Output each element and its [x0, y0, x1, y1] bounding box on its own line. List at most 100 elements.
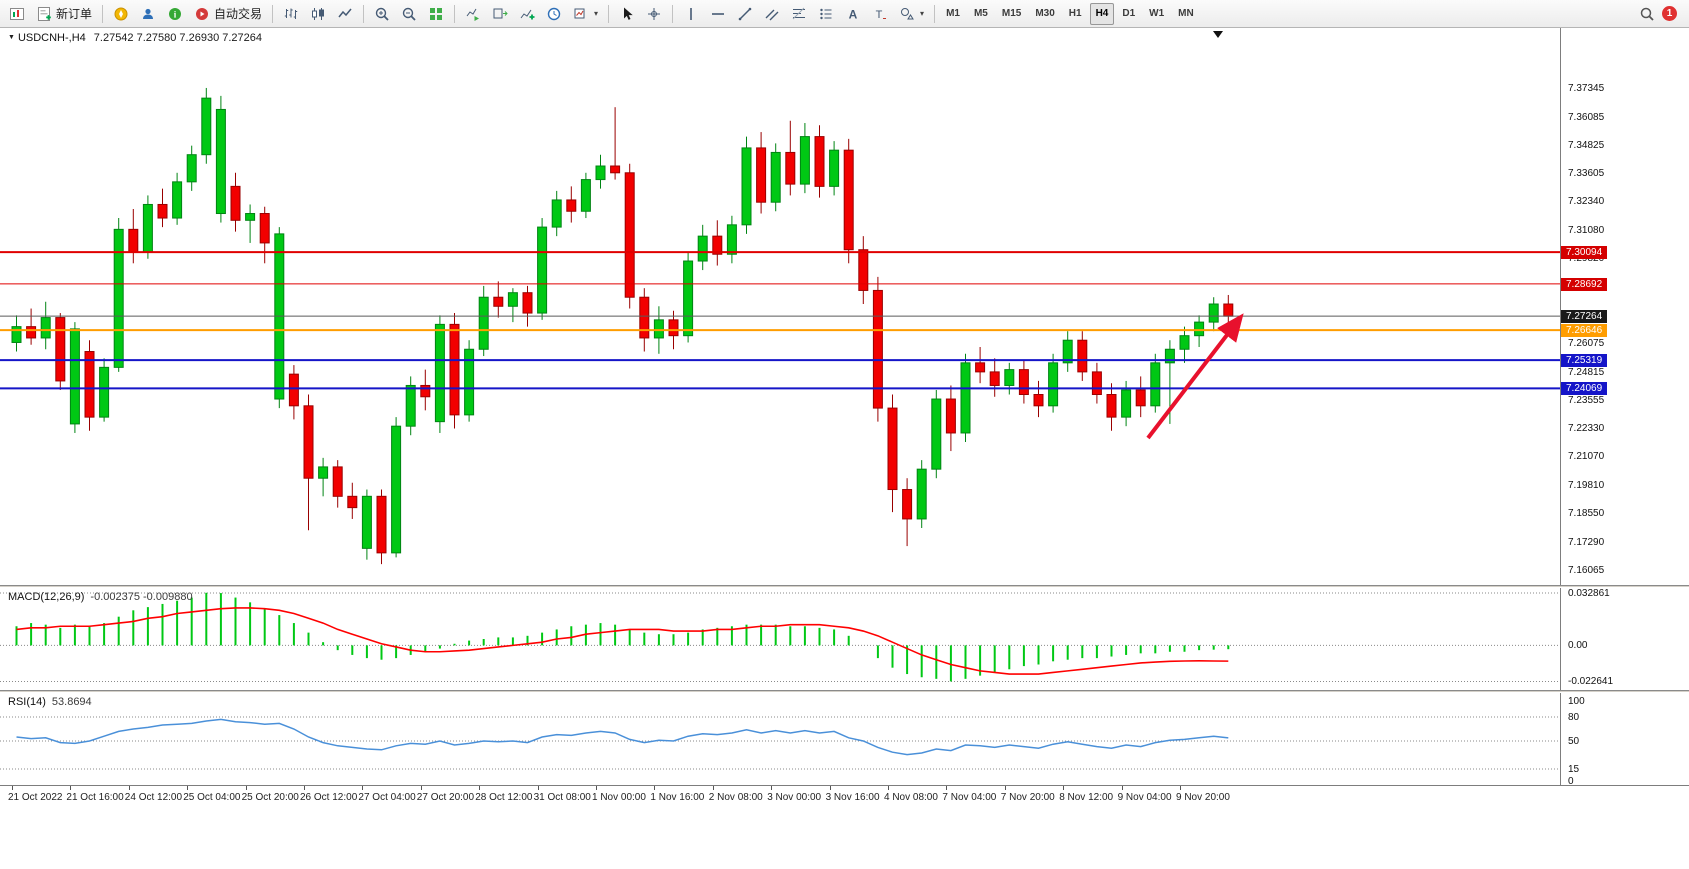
bear-candle: [1106, 394, 1117, 418]
bear-candle: [1033, 394, 1044, 407]
bull-candle: [99, 366, 110, 418]
cursor-tool-button[interactable]: [614, 1, 640, 27]
time-axis-label: 1 Nov 00:00: [592, 792, 646, 803]
price-chart-canvas[interactable]: [0, 28, 1560, 585]
bull-candle: [201, 97, 212, 156]
bull-candle: [434, 323, 445, 423]
zoom-in-icon: [375, 7, 389, 21]
tile-windows-button[interactable]: [423, 1, 449, 27]
search-icon[interactable]: [1639, 6, 1655, 22]
trend-arrow[interactable]: [1146, 313, 1244, 440]
fibonacci-tool-button[interactable]: [786, 1, 812, 27]
guide-icon: [114, 7, 128, 20]
bar-chart-icon: [284, 8, 298, 19]
price-axis-label: 7.36085: [1568, 111, 1605, 123]
dropdown-caret-icon: ▾: [594, 9, 599, 18]
guide-button[interactable]: [108, 1, 134, 27]
tile-windows-icon: [430, 7, 443, 20]
objects-list-button[interactable]: [813, 1, 839, 27]
timeframe-button-M5[interactable]: M5: [973, 8, 988, 19]
time-axis-label: 21 Oct 16:00: [66, 792, 124, 803]
bear-candle: [303, 405, 314, 479]
price-axis-label: 7.31080: [1568, 224, 1605, 236]
bear-candle: [843, 149, 854, 251]
line-chart-button[interactable]: [332, 1, 358, 27]
toolbar-separator: [454, 4, 456, 23]
bear-candle: [858, 249, 869, 291]
price-tag: 7.24069: [1561, 382, 1608, 396]
zoom-out-icon: [402, 7, 416, 21]
auto-scroll-icon: [466, 8, 480, 21]
auto-scroll-button[interactable]: [460, 1, 486, 27]
info-button[interactable]: i: [162, 1, 188, 27]
timeframe-button-M1[interactable]: M1: [946, 8, 960, 19]
price-axis-label: 7.17290: [1568, 536, 1605, 548]
main-toolbar: 新订单 i 自动交易 ▾ A T ▾: [0, 0, 1689, 28]
bull-candle: [799, 136, 810, 185]
rsi-value: 53.8694: [51, 696, 92, 708]
bar-chart-button[interactable]: [278, 1, 304, 27]
bear-candle: [449, 323, 460, 416]
text-icon: A: [849, 7, 858, 21]
zoom-out-button[interactable]: [396, 1, 422, 27]
timeframe-button-H4[interactable]: H4: [1089, 2, 1115, 25]
symbol-name: USDCNH-,H4: [17, 32, 86, 44]
price-axis-label: 7.32340: [1568, 196, 1605, 208]
panel-splitter[interactable]: [0, 690, 1689, 693]
timeframe-button-H1[interactable]: H1: [1068, 8, 1082, 19]
time-tick: [128, 786, 130, 790]
bull-candle: [113, 228, 124, 368]
timeframe-button-MN[interactable]: MN: [1178, 8, 1194, 19]
fibonacci-icon: [792, 7, 806, 19]
vertical-line-tool-button[interactable]: [678, 1, 704, 27]
templates-button[interactable]: ▾: [568, 1, 603, 27]
toolbar-separator: [272, 4, 274, 23]
bear-candle: [84, 351, 95, 418]
candlestick-chart-button[interactable]: [305, 1, 331, 27]
shapes-tool-button[interactable]: ▾: [894, 1, 929, 27]
time-axis-label: 25 Oct 20:00: [241, 792, 299, 803]
new-chart-button[interactable]: [4, 1, 30, 27]
bull-candle: [829, 149, 840, 187]
price-axis[interactable]: 7.37345 7.36085 7.34825 7.33605 7.32340 7.310…: [1560, 28, 1689, 805]
macd-panel-canvas[interactable]: [0, 588, 1560, 690]
timeframe-button-D1[interactable]: D1: [1122, 8, 1136, 19]
text-tool-button[interactable]: A: [840, 1, 866, 27]
trendline-tool-button[interactable]: [732, 1, 758, 27]
bull-candle: [1121, 389, 1132, 418]
chart-shift-button[interactable]: [487, 1, 513, 27]
time-axis-label: 1 Nov 16:00: [650, 792, 705, 803]
panel-splitter[interactable]: [0, 585, 1689, 588]
zoom-in-button[interactable]: [369, 1, 395, 27]
auto-trading-button[interactable]: 自动交易: [189, 1, 267, 27]
price-axis-label: 7.24815: [1568, 366, 1605, 378]
text-label-tool-button[interactable]: T: [867, 1, 893, 27]
channel-icon: [765, 9, 779, 20]
horizontal-line-tool-button[interactable]: [705, 1, 731, 27]
bull-candle: [960, 362, 971, 434]
price-tag: 7.25319: [1561, 354, 1608, 368]
timeframe-button-M15[interactable]: M15: [1001, 8, 1022, 19]
objects-list-icon: [820, 8, 832, 19]
bull-candle: [1194, 321, 1205, 337]
timeframe-button-W1[interactable]: W1: [1149, 8, 1165, 19]
time-axis[interactable]: 21 Oct 2022 21 Oct 16:00 24 Oct 12:00 25 Oc…: [0, 785, 1689, 808]
rsi-panel-canvas[interactable]: [0, 693, 1560, 785]
bull-candle: [683, 260, 694, 337]
time-axis-label: 28 Oct 12:00: [475, 792, 533, 803]
time-tick: [187, 786, 189, 790]
price-tag: 7.28692: [1561, 277, 1608, 291]
bull-candle: [931, 398, 942, 470]
support-button[interactable]: [135, 1, 161, 27]
notification-badge[interactable]: 1: [1662, 6, 1677, 21]
bull-candle: [142, 203, 153, 253]
periods-button[interactable]: [541, 1, 567, 27]
time-axis-label: 27 Oct 04:00: [358, 792, 416, 803]
new-order-button[interactable]: 新订单: [31, 1, 97, 27]
add-indicator-button[interactable]: [514, 1, 540, 27]
chart-area[interactable]: ▼ USDCNH-,H4 7.27542 7.27580 7.26930 7.272…: [0, 28, 1689, 869]
channel-tool-button[interactable]: [759, 1, 785, 27]
timeframe-button-M30[interactable]: M30: [1035, 8, 1055, 19]
crosshair-tool-button[interactable]: [641, 1, 667, 27]
price-axis-label: 7.16065: [1568, 564, 1605, 576]
